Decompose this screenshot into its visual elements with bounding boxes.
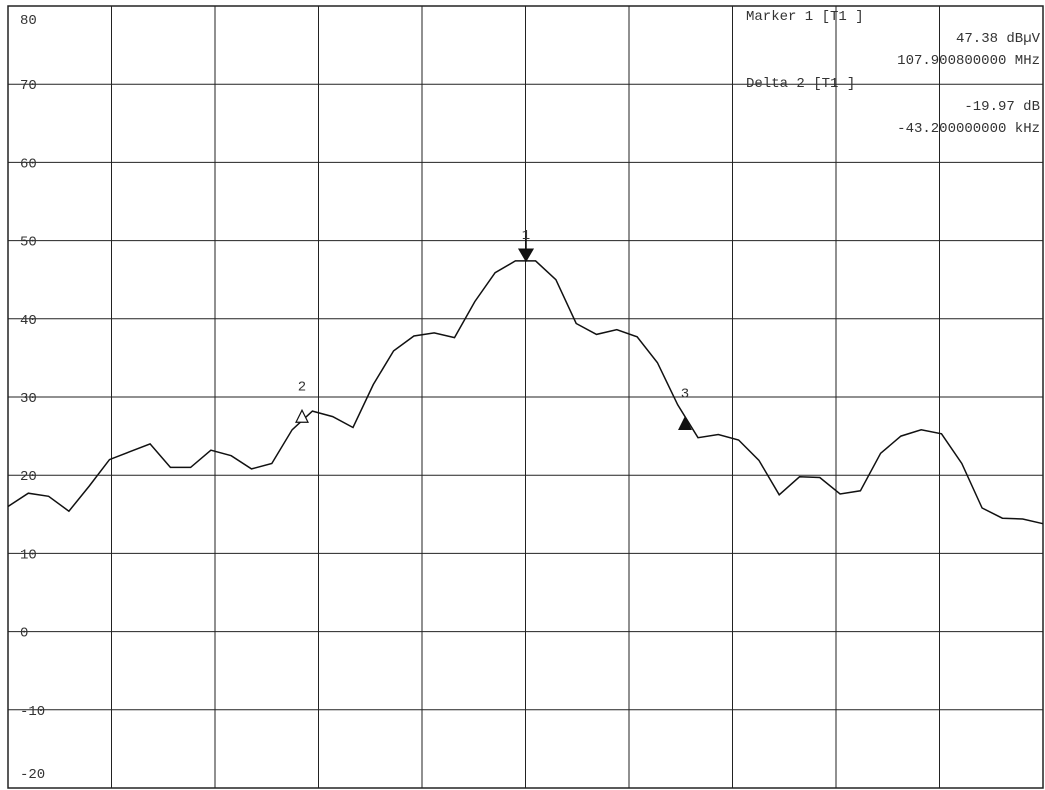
marker	[295, 408, 309, 423]
marker-label: 1	[522, 228, 530, 244]
y-tick-label: 30	[20, 391, 37, 407]
y-tick-label: 60	[20, 156, 37, 172]
y-tick-label: 80	[20, 13, 37, 29]
marker-label: 3	[681, 386, 689, 402]
marker-readout: Marker 1 [T1 ]	[746, 9, 864, 25]
marker-label: 2	[298, 379, 306, 395]
marker	[678, 416, 692, 430]
marker-readout: 47.38 dBµV	[956, 31, 1041, 47]
marker-readout: 107.900800000 MHz	[897, 53, 1040, 69]
marker-readout: -19.97 dB	[964, 99, 1040, 115]
y-tick-label: 50	[20, 235, 37, 251]
y-tick-label: 0	[20, 626, 28, 642]
y-tick-label: 10	[20, 547, 37, 563]
marker-readout: Delta 2 [T1 ]	[746, 76, 855, 92]
y-tick-label: 20	[20, 469, 37, 485]
y-tick-label: 70	[20, 78, 37, 94]
y-tick-label: 40	[20, 313, 37, 329]
y-tick-label: -20	[20, 767, 45, 783]
marker	[517, 248, 535, 263]
marker-readout: -43.200000000 kHz	[897, 121, 1040, 137]
y-tick-label: -10	[20, 704, 45, 720]
